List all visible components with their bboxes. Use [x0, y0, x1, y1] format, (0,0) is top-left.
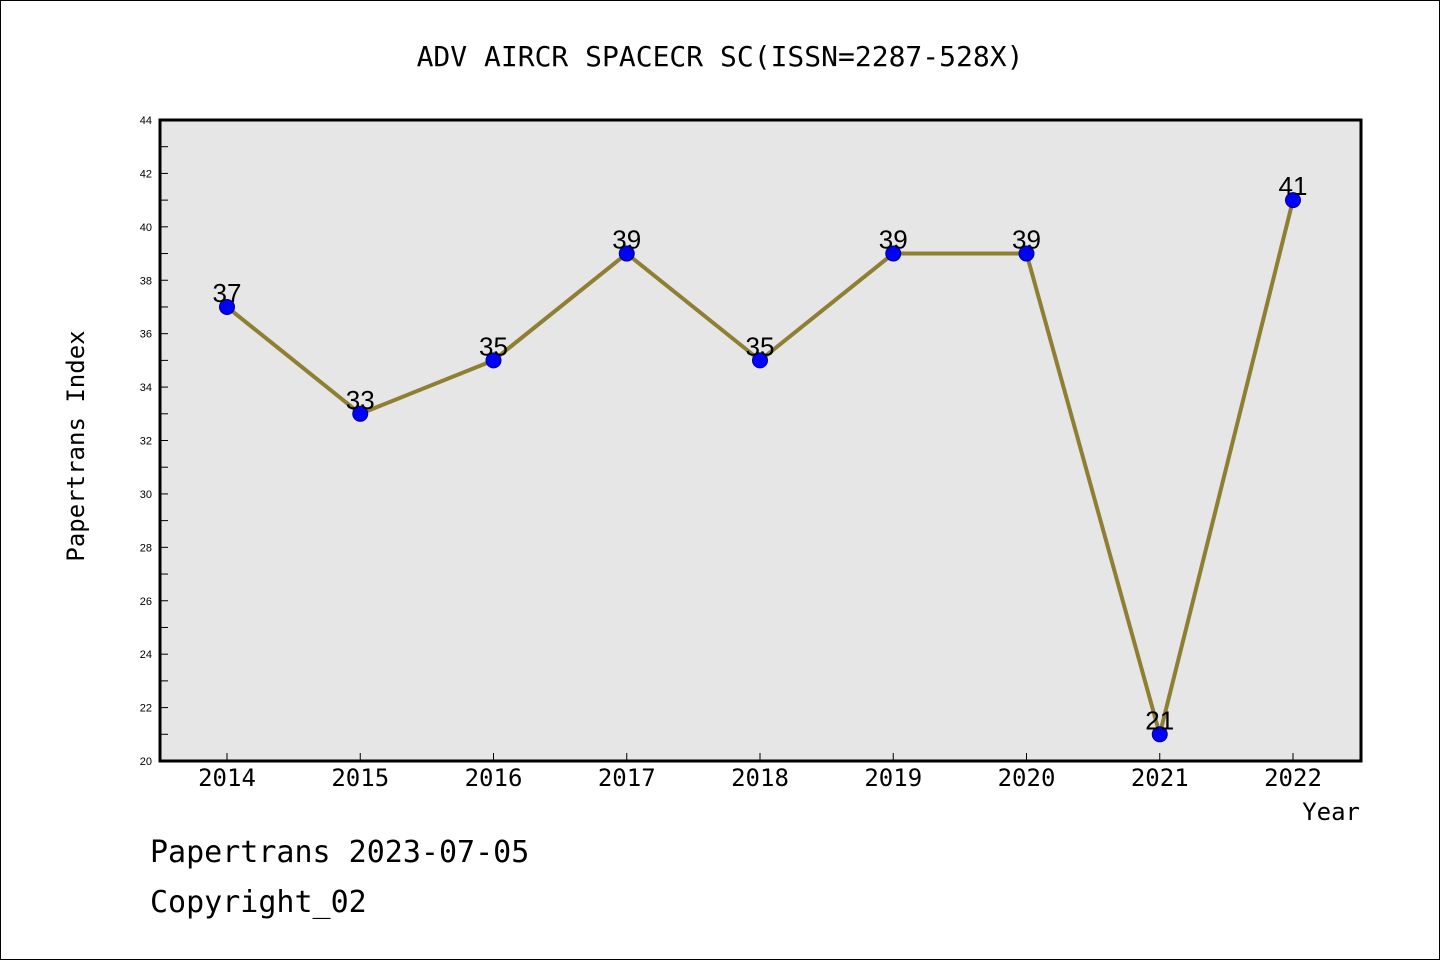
chart-title: ADV AIRCR SPACECR SC(ISSN=2287-528X): [417, 40, 1024, 73]
y-tick-label: 22: [140, 703, 152, 715]
y-tick-label: 42: [140, 168, 152, 180]
data-label: 39: [879, 225, 908, 255]
footer-source: Papertrans 2023-07-05: [150, 835, 530, 870]
x-tick-label: 2020: [998, 764, 1056, 792]
footer-copyright: Copyright_02: [150, 885, 367, 920]
data-label: 35: [479, 331, 508, 361]
x-tick-label: 2015: [331, 764, 389, 792]
y-tick-label: 26: [140, 596, 152, 608]
data-point: [352, 405, 369, 422]
line-segment: [624, 251, 762, 363]
data-label: 37: [213, 278, 242, 308]
data-label: 39: [1012, 225, 1041, 255]
line-segment: [1157, 198, 1295, 737]
y-tick-label: 36: [140, 329, 152, 341]
line-segment: [358, 358, 496, 416]
x-tick-label: 2018: [731, 764, 789, 792]
x-tick-label: 2022: [1264, 764, 1322, 792]
y-axis-title: Papertrans Index: [62, 330, 90, 561]
x-tick-label: 2019: [864, 764, 922, 792]
x-axis-title: Year: [1302, 798, 1360, 826]
data-labels: 37 33 35 39 35 39 39 21 41: [213, 171, 1308, 735]
y-tick-label: 34: [140, 382, 152, 394]
y-tick-label: 40: [140, 222, 152, 234]
y-tick-label: 32: [140, 436, 152, 448]
data-point: [885, 245, 902, 262]
y-axis: 20 22 24 26 28 30 32 34 36 38 40 42 44: [140, 115, 168, 768]
data-point: [1151, 726, 1168, 743]
line-segment: [758, 251, 896, 363]
y-tick-label: 30: [140, 489, 152, 501]
line-segment: [225, 304, 363, 416]
data-point: [219, 298, 235, 315]
series-points: [219, 192, 1301, 743]
plot-area: [158, 118, 1363, 763]
data-point: [752, 352, 768, 369]
data-point: [1285, 192, 1301, 209]
line-segment: [1024, 251, 1162, 737]
y-tick-label: 20: [140, 756, 152, 768]
data-label: 35: [746, 331, 775, 361]
data-label: 33: [346, 385, 375, 415]
x-tick-label: 2014: [198, 764, 256, 792]
y-tick-label: 44: [140, 115, 152, 127]
data-label: 39: [612, 225, 641, 255]
series-line: [225, 198, 1295, 737]
x-tick-label: 2021: [1131, 764, 1189, 792]
y-tick-label: 24: [140, 649, 152, 661]
data-point: [618, 245, 635, 262]
x-tick-label: 2017: [598, 764, 656, 792]
line-segment: [491, 251, 629, 363]
y-tick-label: 28: [140, 542, 152, 554]
data-point: [485, 352, 502, 369]
x-tick-label: 2016: [465, 764, 523, 792]
data-label: 21: [1145, 705, 1174, 735]
data-point: [1018, 245, 1035, 262]
y-tick-label: 38: [140, 275, 152, 287]
data-label: 41: [1279, 171, 1308, 201]
x-axis: 2014 2015 2016 2017 2018 2019 2020 2021 2022: [198, 753, 1322, 792]
